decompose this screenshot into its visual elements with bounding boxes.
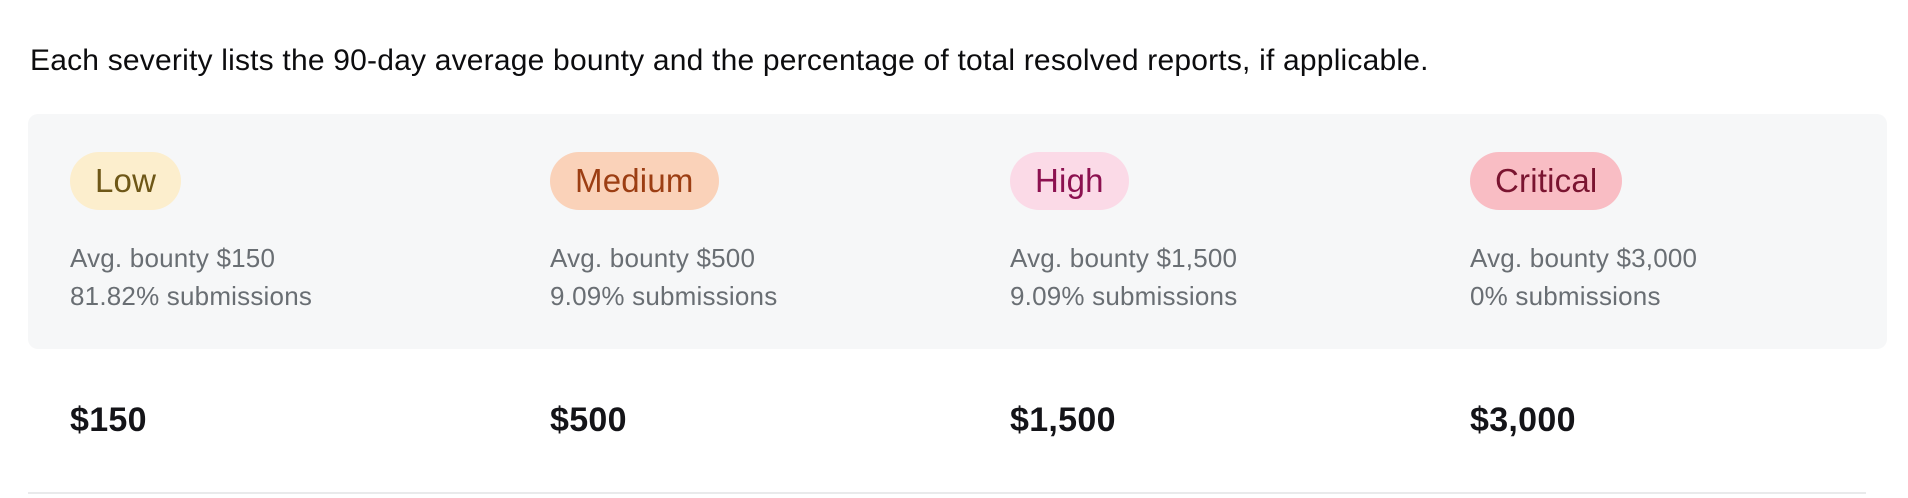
severity-summary-panel: Low Avg. bounty $150 81.82% submissions … xyxy=(28,114,1887,349)
severity-meta-high: Avg. bounty $1,500 9.09% submissions xyxy=(1010,239,1237,315)
severity-column-low: Low Avg. bounty $150 81.82% submissions xyxy=(70,152,550,349)
severity-badge-medium: Medium xyxy=(550,152,719,210)
submissions-text-medium: 9.09% submissions xyxy=(550,281,778,311)
bounty-amount-medium: $500 xyxy=(550,401,627,439)
bottom-divider xyxy=(28,492,1866,494)
severity-badge-critical: Critical xyxy=(1470,152,1623,210)
avg-bounty-text-critical: Avg. bounty $3,000 xyxy=(1470,243,1698,273)
avg-bounty-text-high: Avg. bounty $1,500 xyxy=(1010,243,1238,273)
avg-bounty-text-low: Avg. bounty $150 xyxy=(70,243,276,273)
severity-column-critical: Critical Avg. bounty $3,000 0% submissio… xyxy=(1470,152,1887,349)
bounty-amount-low: $150 xyxy=(70,401,147,439)
severity-meta-critical: Avg. bounty $3,000 0% submissions xyxy=(1470,239,1697,315)
severity-badge-high: High xyxy=(1010,152,1129,210)
severity-description-text: Each severity lists the 90-day average b… xyxy=(30,44,1429,77)
bounty-amount-critical: $3,000 xyxy=(1470,401,1576,439)
severity-meta-medium: Avg. bounty $500 9.09% submissions xyxy=(550,239,777,315)
bounty-amount-high: $1,500 xyxy=(1010,401,1116,439)
submissions-text-high: 9.09% submissions xyxy=(1010,281,1238,311)
submissions-text-low: 81.82% submissions xyxy=(70,281,313,311)
severity-meta-low: Avg. bounty $150 81.82% submissions xyxy=(70,239,312,315)
severity-badge-low: Low xyxy=(70,152,182,210)
severity-column-high: High Avg. bounty $1,500 9.09% submission… xyxy=(1010,152,1470,349)
severity-column-medium: Medium Avg. bounty $500 9.09% submission… xyxy=(550,152,1010,349)
bounty-amount-row: $150 $500 $1,500 $3,000 xyxy=(28,398,1887,442)
avg-bounty-text-medium: Avg. bounty $500 xyxy=(550,243,756,273)
submissions-text-critical: 0% submissions xyxy=(1470,281,1661,311)
